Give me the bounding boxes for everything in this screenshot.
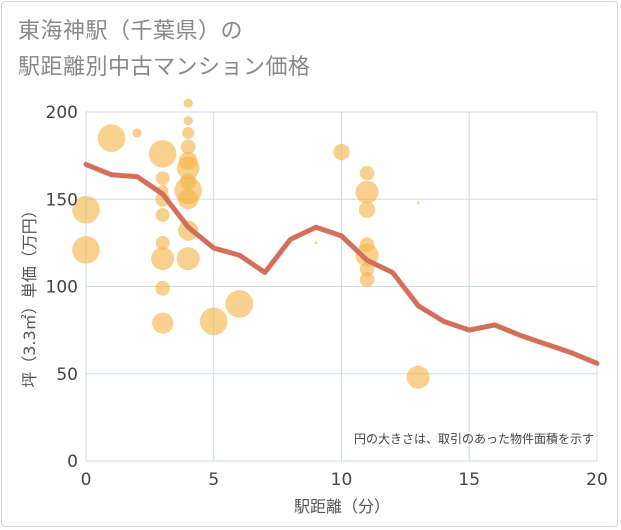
data-bubble	[132, 128, 142, 138]
data-bubble	[97, 124, 126, 152]
y-axis-label: 坪（3.3㎡）単価（万円）	[20, 202, 39, 387]
y-tick-label: 150	[46, 190, 78, 210]
data-bubble	[359, 261, 375, 277]
y-tick-label: 100	[46, 278, 78, 298]
data-bubble	[155, 235, 170, 250]
trend-line	[83, 161, 600, 366]
y-tick-label: 200	[46, 103, 78, 123]
data-bubble	[152, 312, 174, 334]
data-bubble	[314, 241, 318, 245]
data-bubble	[72, 236, 100, 264]
y-tick-label: 50	[56, 365, 78, 385]
x-axis-label: 駅距離（分）	[294, 497, 390, 516]
bubble-layer	[72, 98, 430, 389]
chart-title: 東海神駅（千葉県）の 駅距離別中古マンション価格	[18, 14, 311, 86]
data-bubble	[72, 195, 100, 224]
chart-title-line2: 駅距離別中古マンション価格	[18, 55, 311, 80]
bubble-size-note: 円の大きさは、取引のあった物件面積を示す	[354, 431, 594, 446]
data-bubble	[183, 116, 193, 126]
data-bubble	[176, 156, 200, 180]
data-bubble	[148, 140, 177, 168]
x-tick-label: 0	[81, 470, 92, 490]
y-tick-label: 0	[67, 452, 78, 472]
x-tick-label: 5	[208, 470, 219, 490]
data-bubble	[359, 165, 375, 181]
grid-lines	[85, 111, 598, 462]
data-bubble	[151, 247, 175, 271]
data-bubble	[406, 365, 430, 389]
data-bubble	[176, 247, 200, 271]
x-tick-label: 10	[331, 470, 353, 490]
data-bubble	[183, 98, 193, 108]
data-bubble	[333, 143, 350, 161]
data-bubble	[155, 280, 171, 296]
data-bubble	[155, 171, 170, 186]
data-bubble	[155, 208, 170, 222]
data-bubble	[358, 201, 376, 218]
data-bubble	[359, 272, 375, 287]
data-bubble	[225, 290, 254, 318]
data-bubble	[178, 220, 199, 241]
chart-title-line1: 東海神駅（千葉県）の	[18, 19, 244, 44]
x-tick-label: 15	[458, 470, 480, 490]
data-bubble	[199, 307, 228, 336]
data-bubble	[355, 180, 379, 204]
data-bubble	[182, 126, 195, 139]
data-bubble	[416, 201, 420, 205]
x-tick-label: 20	[586, 470, 608, 490]
data-bubble	[178, 189, 199, 210]
data-bubble	[180, 139, 196, 155]
